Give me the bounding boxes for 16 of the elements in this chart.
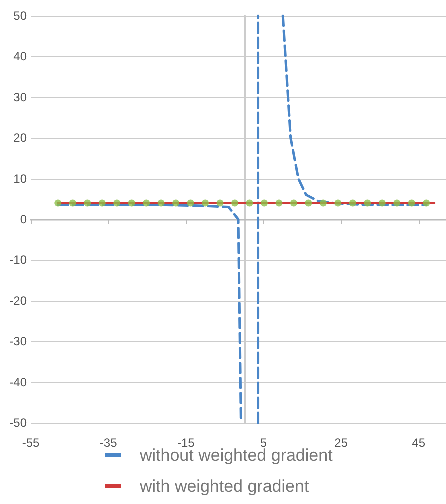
y-tick-label: 40	[14, 50, 28, 64]
x-tick-label: 25	[334, 436, 348, 450]
y-tick-label: -10	[10, 253, 28, 268]
x-tick-label: -35	[100, 436, 118, 450]
y-tick-label: 20	[14, 131, 28, 146]
y-tick-label: -40	[10, 375, 28, 390]
legend-label: with weighted gradient	[139, 477, 310, 496]
y-tick-label: 30	[14, 90, 28, 104]
y-tick-label: 0	[20, 212, 28, 226]
y-tick-label: 50	[14, 9, 28, 23]
y-tick-label: -30	[10, 334, 28, 349]
y-tick-label: -20	[10, 294, 28, 308]
y-tick-label: 10	[14, 172, 28, 186]
x-tick-label: 45	[412, 436, 426, 450]
y-tick-label: -50	[10, 416, 28, 430]
x-tick-label: -55	[22, 436, 40, 450]
